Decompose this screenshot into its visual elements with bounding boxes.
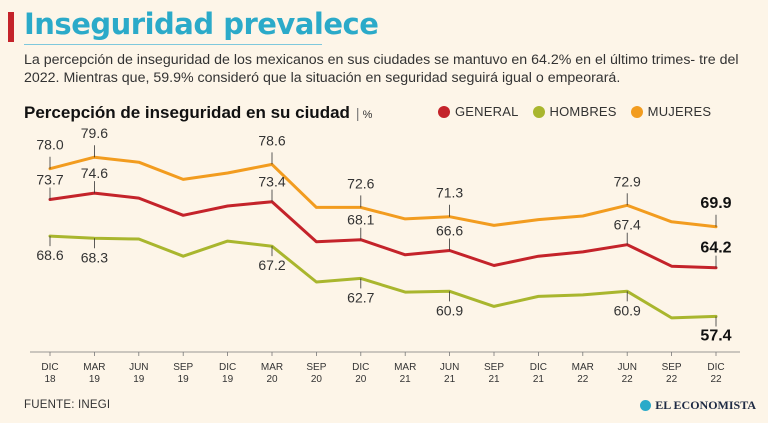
data-label-general: 74.6: [81, 165, 108, 181]
x-tick-label: 22: [622, 374, 634, 385]
chart-legend: GENERAL HOMBRES MUJERES: [438, 104, 711, 119]
data-label-general: 64.2: [700, 240, 731, 257]
data-label-general: 73.4: [258, 174, 285, 190]
data-label-hombres: 68.3: [81, 249, 108, 265]
series-line-hombres: [48, 234, 718, 320]
data-label-general: 66.6: [436, 222, 463, 238]
x-tick-label: SEP: [306, 362, 326, 373]
x-tick-label: DIC: [41, 362, 58, 373]
x-tick-label: 18: [44, 374, 56, 385]
brand-name: EL ECONOMISTA: [655, 398, 756, 412]
x-tick-label: 19: [178, 374, 190, 385]
x-tick-label: 22: [710, 374, 722, 385]
data-label-hombres: 67.2: [258, 257, 285, 273]
chart-title-text: Percepción de inseguridad en su ciudad: [24, 103, 350, 122]
chart-title-separator: |: [355, 105, 360, 121]
data-label-hombres: 60.9: [436, 302, 463, 318]
x-tick-label: 21: [444, 374, 456, 385]
data-label-hombres: 62.7: [347, 289, 374, 305]
x-tick-label: SEP: [484, 362, 504, 373]
series-line-mujeres: [48, 155, 718, 229]
x-tick-label: MAR: [572, 362, 594, 373]
x-tick-label: 21: [488, 374, 500, 385]
data-label-hombres: 57.4: [700, 327, 731, 344]
source-note: FUENTE: INEGI: [24, 399, 111, 411]
x-tick-label: DIC: [219, 362, 236, 373]
x-tick-label: MAR: [83, 362, 105, 373]
legend-dot-general: [438, 105, 450, 118]
data-label-mujeres: 79.6: [81, 125, 108, 141]
x-tick-label: 19: [89, 374, 101, 385]
series-line-general: [48, 191, 718, 270]
data-label-mujeres: 71.3: [436, 185, 463, 201]
x-tick-label: 21: [533, 374, 545, 385]
x-tick-label: JUN: [617, 362, 636, 373]
data-label-general: 67.4: [614, 217, 641, 233]
data-label-general: 73.7: [36, 172, 63, 188]
legend-dot-hombres: [532, 105, 545, 118]
data-label-general: 68.1: [347, 212, 374, 228]
chart-title: Percepción de inseguridad en su ciudad |%: [24, 103, 372, 123]
legend-label-hombres: HOMBRES: [549, 104, 617, 119]
x-tick-label: 20: [355, 374, 367, 385]
x-tick-label: JUN: [440, 362, 459, 373]
brand-icon: [640, 400, 652, 411]
x-tick-label: SEP: [662, 362, 682, 373]
x-tick-label: MAR: [394, 362, 416, 373]
x-tick-label: JUN: [129, 362, 148, 373]
legend-dot-mujeres: [630, 105, 643, 118]
data-label-mujeres: 72.6: [347, 175, 374, 191]
legend-label-general: GENERAL: [455, 104, 519, 119]
x-tick-label: 21: [400, 374, 412, 385]
x-tick-label: 22: [577, 374, 589, 385]
data-label-hombres: 60.9: [614, 302, 641, 318]
x-tick-label: 20: [266, 374, 278, 385]
x-tick-label: 19: [133, 374, 145, 385]
x-tick-label: 22: [666, 374, 678, 385]
subtitle: La percepción de inseguridad de los mexi…: [24, 52, 739, 86]
x-tick-label: 20: [311, 374, 323, 385]
x-tick-label: 19: [222, 374, 234, 385]
x-tick-label: SEP: [173, 362, 193, 373]
x-tick-label: DIC: [352, 362, 369, 373]
data-label-mujeres: 72.9: [614, 173, 641, 189]
title-underline: [24, 44, 322, 45]
legend-label-mujeres: MUJERES: [647, 104, 712, 119]
data-label-mujeres: 78.0: [36, 137, 63, 153]
data-label-mujeres: 78.6: [258, 132, 285, 148]
page-title: Inseguridad prevalece: [24, 7, 379, 41]
brand-logo: EL ECONOMISTA: [640, 398, 756, 413]
x-tick-label: DIC: [707, 362, 724, 373]
legend-item-mujeres: MUJERES: [630, 104, 712, 119]
title-accent-bar: [8, 12, 14, 42]
chart-unit: %: [362, 109, 373, 121]
x-tick-label: DIC: [530, 362, 547, 373]
data-label-hombres: 68.6: [36, 247, 63, 263]
data-label-mujeres: 69.9: [700, 195, 731, 212]
x-tick-label: MAR: [261, 362, 283, 373]
legend-item-hombres: HOMBRES: [532, 104, 617, 119]
legend-item-general: GENERAL: [438, 104, 519, 119]
